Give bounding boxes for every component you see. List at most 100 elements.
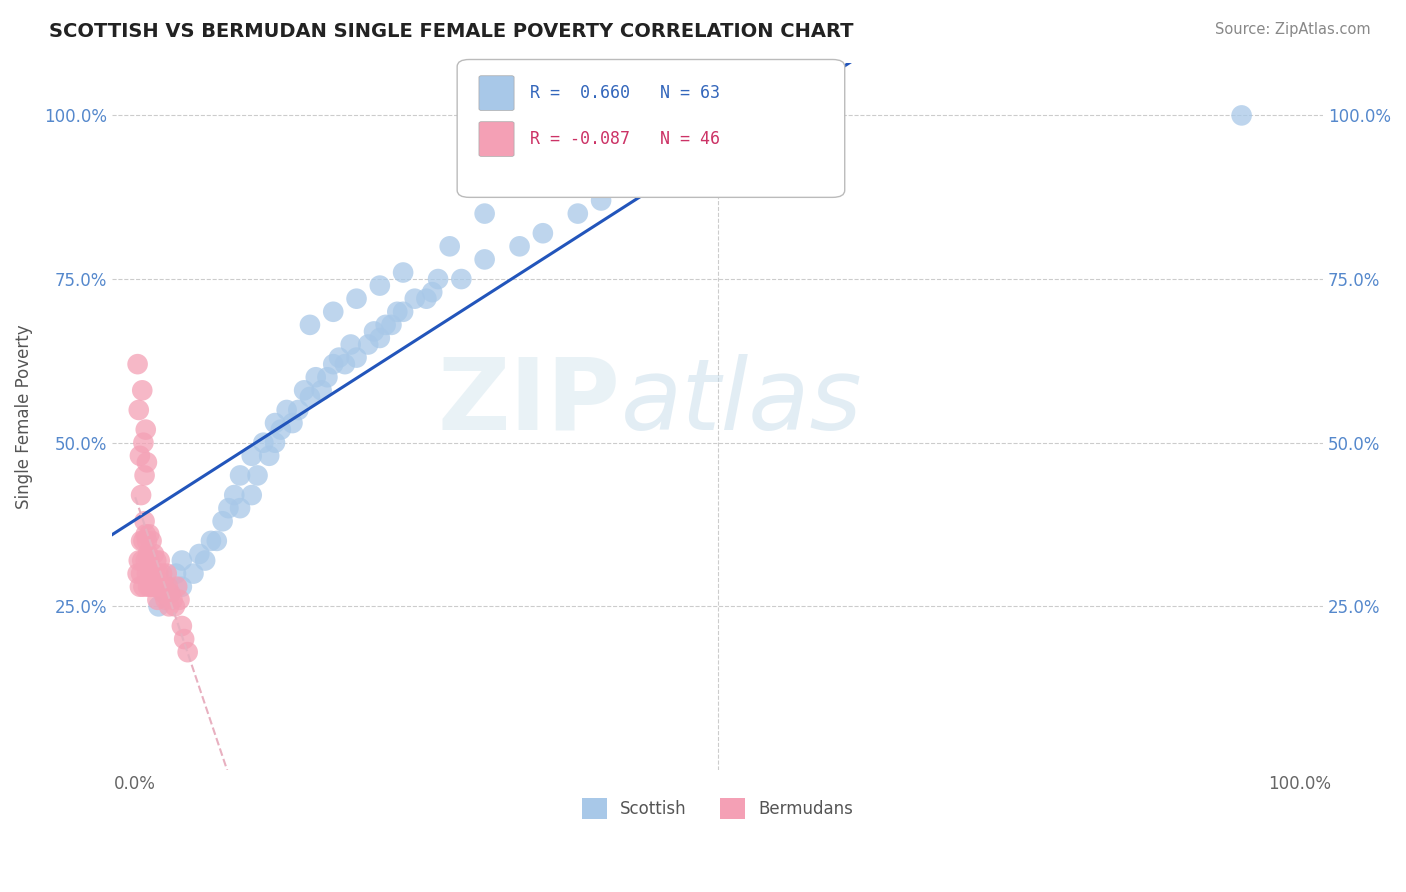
Point	[392, 265, 415, 279]
Point	[531, 226, 554, 240]
Point	[404, 292, 426, 306]
Point	[509, 239, 531, 253]
Point	[368, 331, 391, 345]
Point	[380, 318, 402, 332]
FancyBboxPatch shape	[479, 76, 515, 111]
Point	[139, 580, 162, 594]
Point	[474, 206, 496, 220]
Point	[363, 325, 385, 339]
Point	[170, 580, 193, 594]
Point	[1230, 108, 1253, 122]
Point	[145, 553, 167, 567]
Point	[339, 337, 361, 351]
Point	[135, 455, 157, 469]
Point	[287, 403, 309, 417]
Point	[420, 285, 443, 300]
Legend: Scottish, Bermudans: Scottish, Bermudans	[575, 791, 860, 825]
Point	[328, 351, 350, 365]
Point	[169, 592, 191, 607]
Point	[131, 553, 153, 567]
Point	[135, 566, 157, 581]
Point	[145, 580, 167, 594]
Point	[127, 566, 149, 581]
Point	[139, 566, 162, 581]
Point	[368, 278, 391, 293]
Point	[138, 527, 160, 541]
Point	[257, 449, 280, 463]
Point	[298, 318, 321, 332]
Point	[134, 514, 156, 528]
Point	[229, 501, 252, 516]
Point	[170, 619, 193, 633]
Point	[156, 580, 179, 594]
Point	[415, 292, 437, 306]
Point	[439, 239, 461, 253]
Point	[148, 599, 170, 614]
Point	[316, 370, 339, 384]
Point	[194, 553, 217, 567]
Point	[132, 435, 155, 450]
Point	[152, 586, 174, 600]
Point	[311, 384, 333, 398]
Point	[129, 566, 152, 581]
Point	[129, 580, 152, 594]
Point	[132, 580, 155, 594]
FancyBboxPatch shape	[457, 60, 845, 197]
Point	[142, 547, 165, 561]
Point	[252, 435, 274, 450]
Point	[567, 206, 589, 220]
Point	[131, 384, 153, 398]
Point	[155, 592, 177, 607]
Point	[163, 599, 186, 614]
Point	[153, 580, 176, 594]
Point	[346, 351, 368, 365]
Point	[298, 390, 321, 404]
Text: R = -0.087   N = 46: R = -0.087 N = 46	[530, 130, 720, 148]
Point	[183, 566, 205, 581]
Point	[136, 547, 159, 561]
Text: Source: ZipAtlas.com: Source: ZipAtlas.com	[1215, 22, 1371, 37]
Point	[240, 449, 263, 463]
Point	[374, 318, 396, 332]
Point	[148, 580, 170, 594]
Point	[173, 632, 195, 646]
Point	[322, 357, 344, 371]
Point	[357, 337, 380, 351]
Point	[217, 501, 239, 516]
Point	[150, 566, 173, 581]
Point	[162, 592, 184, 607]
Point	[142, 566, 165, 581]
Point	[157, 599, 180, 614]
Point	[135, 553, 157, 567]
Point	[387, 305, 409, 319]
Y-axis label: Single Female Poverty: Single Female Poverty	[15, 324, 32, 508]
Point	[188, 547, 211, 561]
Point	[591, 194, 613, 208]
Point	[128, 403, 150, 417]
FancyBboxPatch shape	[479, 121, 515, 156]
Point	[240, 488, 263, 502]
Point	[165, 566, 187, 581]
Point	[159, 586, 181, 600]
Point	[135, 533, 157, 548]
Point	[211, 514, 233, 528]
Point	[129, 488, 152, 502]
Text: ZIP: ZIP	[437, 354, 620, 450]
Point	[281, 416, 304, 430]
Point	[128, 553, 150, 567]
Point	[129, 533, 152, 548]
Point	[224, 488, 246, 502]
Point	[276, 403, 298, 417]
Point	[427, 272, 450, 286]
Point	[127, 357, 149, 371]
Point	[176, 645, 198, 659]
Point	[392, 305, 415, 319]
Point	[146, 592, 169, 607]
Point	[450, 272, 472, 286]
Point	[205, 533, 228, 548]
Point	[149, 580, 172, 594]
Point	[292, 384, 315, 398]
Point	[136, 580, 159, 594]
Point	[129, 449, 152, 463]
Point	[143, 566, 166, 581]
